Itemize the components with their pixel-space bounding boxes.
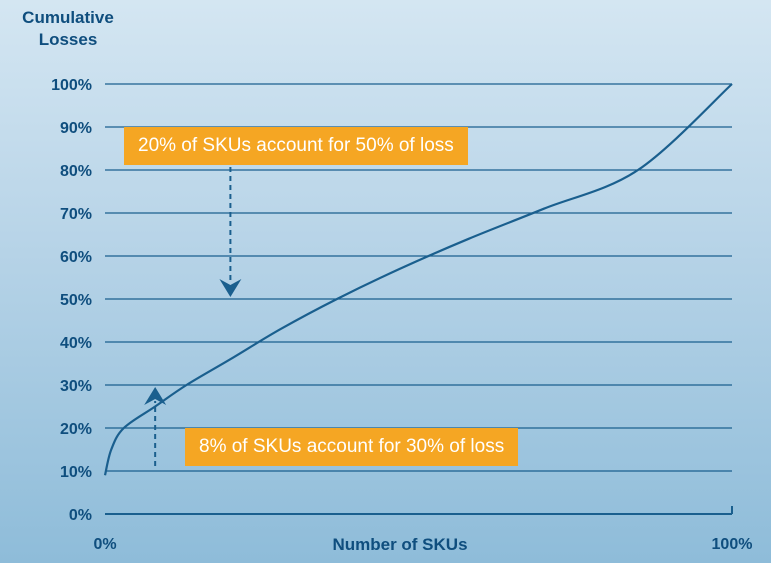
annotation-arrow-head	[144, 387, 167, 405]
y-tick-label: 70%	[60, 206, 92, 223]
callout-8pct: 8% of SKUs account for 30% of loss	[185, 428, 519, 466]
y-tick-label: 60%	[60, 249, 92, 266]
callout-20pct: 20% of SKUs account for 50% of loss	[124, 127, 468, 165]
y-tick-label: 50%	[60, 292, 92, 309]
x-axis-title: Number of SKUs	[332, 535, 467, 554]
annotation-arrows	[144, 167, 242, 466]
y-axis-title-line-2: Losses	[38, 30, 98, 49]
x-tick-label-end: 100%	[712, 536, 753, 553]
y-tick-label: 90%	[60, 120, 92, 137]
y-tick-label: 0%	[69, 507, 92, 524]
y-tick-label: 20%	[60, 421, 92, 438]
annotation-arrow-head	[219, 279, 242, 297]
y-tick-label: 100%	[51, 77, 92, 94]
y-tick-label: 80%	[60, 163, 92, 180]
y-tick-label: 40%	[60, 335, 92, 352]
annotation-arrow	[219, 167, 242, 297]
annotation-arrow	[144, 387, 167, 466]
y-tick-label: 10%	[60, 464, 92, 481]
series-line	[103, 83, 733, 476]
y-tick-label: 30%	[60, 378, 92, 395]
y-tick-labels: 0% 10% 20% 30% 40% 50% 60% 70% 80% 90% 100%	[51, 77, 92, 524]
x-tick-label-start: 0%	[93, 536, 116, 553]
y-axis-title-line-1: Cumulative	[22, 8, 114, 27]
